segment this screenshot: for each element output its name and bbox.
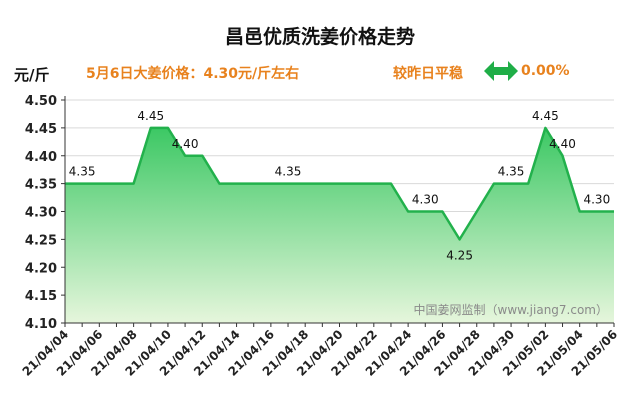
y-tick-label: 4.25 [25,233,57,248]
y-tick-label: 4.35 [25,178,57,193]
y-tick-label: 4.30 [25,206,57,221]
data-label: 4.30 [583,193,610,207]
series-line [65,126,614,241]
watermark: 中国姜网监制（www.jiang7.com） [414,302,608,317]
data-label: 4.35 [275,165,302,179]
y-tick-label: 4.50 [25,94,57,109]
chart-title: 昌邑优质洗姜价格走势 [224,26,415,48]
data-label: 4.35 [498,165,525,179]
y-unit-label: 元/斤 [14,66,50,84]
y-tick-label: 4.15 [25,289,57,304]
price-note: 5月6日大姜价格：4.30元/斤左右 [86,66,300,82]
y-tick-label: 4.40 [25,150,57,165]
data-label: 4.35 [69,165,96,179]
data-label: 4.25 [446,248,473,262]
data-label: 4.40 [172,137,199,151]
data-label: 4.40 [549,137,576,151]
y-tick-label: 4.20 [25,261,57,276]
area-fill [65,127,614,324]
trend-label: 较昨日平稳 [393,66,463,82]
y-tick-label: 4.45 [25,122,57,137]
data-label: 4.45 [137,109,164,123]
data-label: 4.45 [532,109,559,123]
data-label: 4.30 [412,193,439,207]
y-tick-label: 4.10 [25,317,57,332]
double-arrow-icon [484,61,518,81]
change-percent: 0.00% [521,63,570,79]
